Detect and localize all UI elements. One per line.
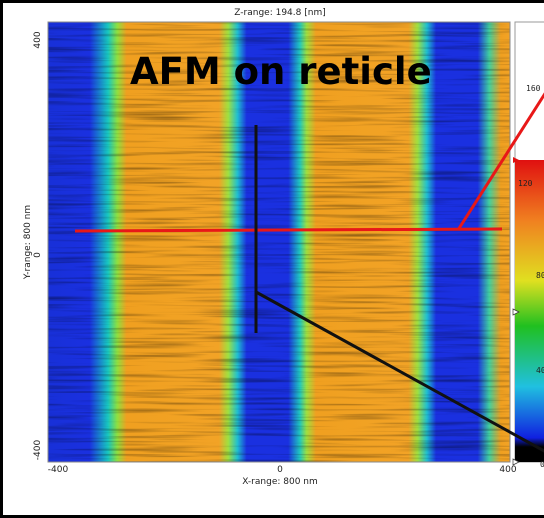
y-tick-label: 0 [33,252,43,258]
red-profile-line [74,227,503,233]
marker [512,308,520,316]
x-tick-label: -400 [48,465,69,475]
colorbar-tick: 80 [536,271,544,280]
y-tick-label: -400 [33,440,43,461]
marker [512,458,520,466]
y-tick-label: 400 [33,31,43,48]
black-pointer [255,290,544,453]
colorbar-tick: 120 [518,179,533,188]
colorbar-tick: 40 [536,366,544,375]
red-pointer [456,92,544,231]
colorbar-tick: 160 [526,84,541,93]
colorbar-tick: 0 [540,460,544,469]
overlay-title: AFM on reticle [130,50,432,93]
x-tick-label: 400 [499,465,516,475]
colorbar: 160 120 80 40 0 [514,21,544,469]
marker [513,157,519,163]
colorbar-gradient [515,160,544,462]
image-border [47,21,511,463]
x-tick-label: 0 [277,465,283,475]
x-axis-label: X-range: 800 nm [242,477,318,487]
y-axis-label: Y-range: 800 nm [23,205,33,280]
z-range-label: Z-range: 194.8 [nm] [234,8,325,18]
